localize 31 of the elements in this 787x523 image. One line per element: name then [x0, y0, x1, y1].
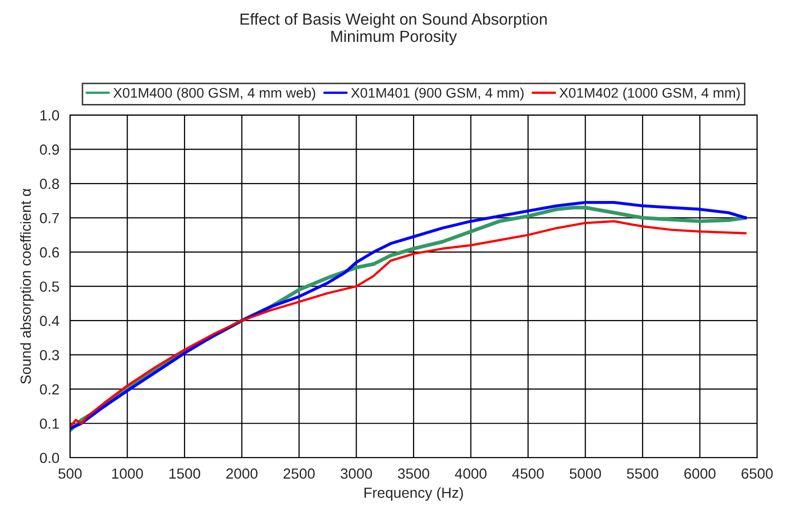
legend-label: X01M401 (900 GSM, 4 mm): [351, 88, 524, 101]
x-tick-label: 5500: [626, 468, 658, 479]
y-tick-label: 0.4: [40, 316, 60, 326]
x-tick-label: 3500: [398, 468, 430, 479]
y-tick-label: 0.7: [40, 212, 59, 224]
x-tick-label: 1000: [112, 468, 143, 479]
y-tick-label: 0.9: [40, 144, 59, 155]
y-tick-label: 1.0: [40, 110, 60, 120]
x-axis-title: Frequency (Hz): [364, 487, 463, 501]
y-axis-title: Sound absorption coefficient α: [20, 188, 34, 384]
x-tick-label: 5000: [570, 468, 601, 479]
y-tick-label: 0.3: [40, 350, 59, 360]
x-tick-label: 3000: [340, 468, 372, 479]
x-tick-label: 4500: [512, 468, 544, 479]
x-tick-label: 1500: [169, 468, 200, 479]
chart-title: Effect of Basis Weight on Sound Absorption: [240, 13, 547, 28]
y-tick-label: 0.2: [40, 384, 59, 395]
x-tick-label: 6500: [742, 468, 773, 479]
chart-subtitle: Minimum Porosity: [331, 30, 457, 46]
y-tick-label: 0.6: [40, 247, 59, 258]
x-tick-label: 4000: [454, 468, 486, 479]
x-tick-label: 6000: [684, 468, 716, 479]
y-tick-label: 0.1: [40, 418, 59, 429]
y-tick-label: 0.0: [40, 452, 60, 464]
y-tick-label: 0.5: [40, 281, 60, 292]
legend-label: X01M400 (800 GSM, 4 mm web): [113, 88, 316, 101]
x-tick-label: 500: [58, 468, 82, 479]
x-tick-label: 2500: [284, 468, 315, 479]
legend-label: X01M402 (1000 GSM, 4 mm): [559, 88, 740, 101]
y-tick-label: 0.8: [40, 178, 59, 189]
x-tick-label: 2000: [226, 468, 258, 479]
